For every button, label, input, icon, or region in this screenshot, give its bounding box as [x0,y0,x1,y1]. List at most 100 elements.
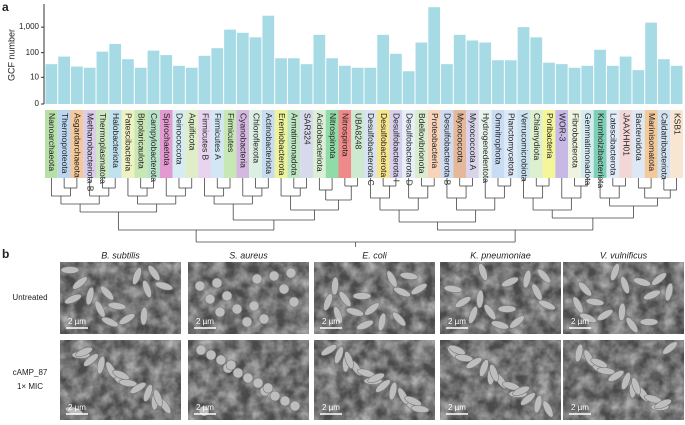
row-label: 1× MIC [17,382,43,391]
cell [607,370,625,382]
label-box [338,110,352,178]
label-box [542,110,556,178]
cell [490,320,510,330]
bar [415,42,428,104]
category-label: Nanoarchaeota [47,113,57,171]
row-label: cAMP_87 [13,368,48,377]
y-tick-label: 0 [35,99,40,108]
label-box [593,110,607,178]
cell [96,355,106,375]
label-box [619,110,632,178]
cell [147,265,161,281]
cell [476,289,484,309]
cell [448,344,466,356]
cell [242,372,254,384]
cell [205,349,217,361]
category-label: Desulfobacterota D [404,113,414,186]
label-box [121,110,135,178]
cell [215,354,227,366]
bar [619,56,632,104]
cell [262,382,274,394]
label-box [223,110,237,178]
panel-label: a [2,0,9,14]
cell [118,313,136,325]
cell [404,395,422,407]
row-label: Untreated [12,293,47,302]
cell [231,303,243,315]
cell [388,381,398,401]
bar [109,43,122,104]
cell [142,280,152,298]
bar [453,34,466,104]
cell [625,317,639,333]
cell [64,293,82,305]
category-label: Firmicutes [226,113,236,152]
bar [428,7,441,104]
bar [530,37,543,105]
column-title: V. vulnificus [600,250,648,260]
label-box [351,110,364,178]
cell [356,319,374,331]
cell [620,276,630,294]
label-box [657,110,671,178]
category-label: Gemmatimonadota [583,113,593,186]
category-label: Desulfobacterota B [443,113,453,186]
bar [198,55,211,104]
cell [334,346,344,364]
bar [504,60,517,104]
category-label: Desulfobacterota I [392,113,402,182]
cell [75,346,93,358]
cell [542,400,554,418]
scale-bar-label: 2 µm [322,317,340,326]
cell [574,343,584,363]
bar [236,32,249,104]
bar [670,65,683,104]
bar [326,58,338,104]
cell [60,266,80,274]
cell [643,289,661,301]
bar [543,62,555,104]
bar [479,42,492,104]
category-label: Nitrospinota [328,113,338,159]
category-label: Omnitrophota [494,113,504,165]
bar [313,34,326,104]
cell [72,276,88,290]
category-label: Proteobacteria [430,113,440,169]
label-box [440,110,454,178]
category-label: SAR324 [302,113,312,145]
cell [112,369,130,381]
label-box [325,110,339,178]
y-tick-label: 10 [30,72,39,81]
category-label: Bacteroidota [634,113,644,161]
label-box [300,110,313,178]
category-label: Bdellovibrionota [417,113,427,174]
category-label: Thermoplasmatota [98,113,108,184]
category-label: WOR-3 [558,113,568,142]
cell [392,311,406,327]
category-label: Acidobacteriota [315,113,325,172]
label-box [402,110,416,178]
cell [454,296,472,308]
label-box [312,110,326,178]
cell [194,280,206,292]
cell [585,298,605,306]
bar [390,53,402,104]
bar [58,56,71,104]
bar [632,70,645,104]
cell [533,394,543,414]
category-label: Armatimonadota [290,113,300,176]
bar [147,50,160,104]
category-label: Caldatribacteriota [660,113,670,180]
bar [122,59,134,104]
bar [134,67,147,104]
cell [225,359,237,371]
bar [402,71,415,104]
cell [375,379,391,393]
category-label: Asgardarchaeota [73,113,83,178]
label-box [606,110,620,178]
cell [596,309,614,321]
category-label: Krumholzibacteriota [596,113,606,188]
category-label: Marinisomatota [647,113,657,171]
category-label: Halobacteriota [111,113,121,168]
cell [352,292,372,300]
